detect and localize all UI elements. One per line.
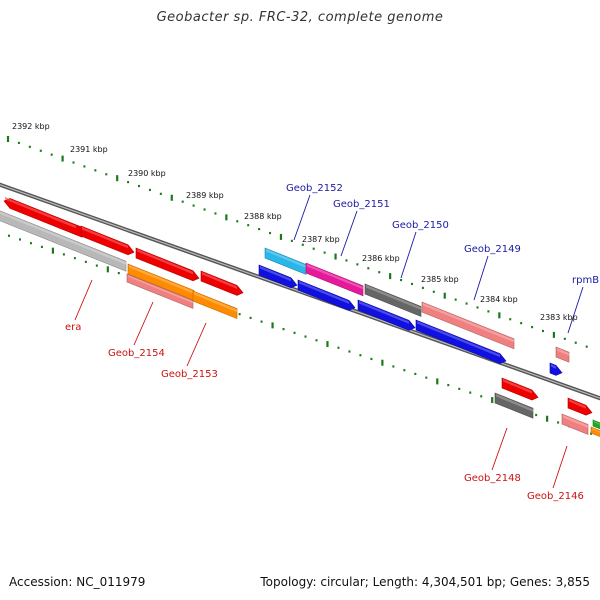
outer-tick-track — [6, 136, 588, 348]
gene-orange-1-shine — [129, 265, 194, 294]
gene-label: Geob_2154 — [108, 348, 165, 359]
gene-darkgrey-shine — [366, 285, 421, 310]
kbp-label: 2391 kbp — [70, 145, 108, 154]
leader-line — [340, 210, 358, 257]
kbp-label: 2385 kbp — [421, 275, 459, 284]
leader-line — [293, 194, 311, 241]
gene-blue-3-shine — [359, 301, 409, 324]
gene-blue-1-shine — [260, 266, 291, 282]
gene-label: Geob_2149 — [464, 244, 521, 255]
gene-red-5-shine — [503, 379, 532, 394]
genome-backbone — [0, 182, 600, 401]
kbp-label: 2392 kbp — [12, 122, 50, 131]
gene-green-shine — [594, 421, 600, 425]
kbp-scale-labels: 2392 kbp 2391 kbp 2390 kbp 2389 kbp 2388 kbp… — [12, 122, 578, 322]
gene-label: rpmB — [572, 275, 599, 286]
kbp-label: 2387 kbp — [302, 235, 340, 244]
leader-line — [133, 301, 154, 346]
gene-label: Geob_2151 — [333, 199, 390, 210]
topology-text: Topology: circular; Length: 4,304,501 bp… — [260, 575, 590, 589]
gene-features — [0, 197, 600, 437]
accession-text: Accession: NC_011979 — [9, 575, 146, 589]
leader-line — [567, 286, 584, 334]
gene-salmon-2-shine — [557, 348, 569, 356]
gene-label: Geob_2148 — [464, 473, 521, 484]
kbp-label: 2389 kbp — [186, 191, 224, 200]
gene-orange-2-shine — [194, 292, 237, 313]
leader-line — [74, 279, 93, 321]
gene-label: Geob_2153 — [161, 369, 218, 380]
gene-grey-shine — [0, 211, 126, 265]
gene-red-6-shine — [569, 399, 586, 409]
kbp-label: 2388 kbp — [244, 212, 282, 221]
gene-salmon-3-shine — [128, 275, 193, 304]
gene-red-3-shine — [137, 249, 193, 275]
gene-label: Geob_2146 — [527, 491, 584, 502]
gene-label: era — [65, 322, 81, 333]
leader-line — [473, 255, 489, 301]
gene-red-1-shine — [5, 197, 76, 229]
gene-magenta-shine — [307, 264, 363, 290]
gene-salmon-1-shine — [423, 303, 514, 343]
gene-salmon-4-shine — [563, 415, 588, 428]
leader-line — [400, 231, 417, 279]
leader-line — [186, 322, 207, 367]
kbp-label: 2386 kbp — [362, 254, 400, 263]
kbp-label: 2390 kbp — [128, 169, 166, 178]
gene-red-1 — [3, 198, 83, 238]
label-leaders — [74, 194, 584, 489]
leader-line — [552, 445, 568, 489]
gene-darkgrey-2-shine — [496, 394, 533, 412]
gene-red-4-shine — [202, 272, 237, 289]
map-title: Geobacter sp. FRC-32, complete genome — [156, 10, 444, 25]
gene-orange-3-shine — [592, 428, 600, 433]
gene-blue-2-shine — [299, 281, 349, 304]
gene-label: Geob_2152 — [286, 183, 343, 194]
kbp-label: 2383 kbp — [540, 313, 578, 322]
backbone-highlight — [0, 184, 600, 399]
gene-red-2-shine — [82, 227, 128, 249]
kbp-label: 2384 kbp — [480, 295, 518, 304]
gene-label: Geob_2150 — [392, 220, 449, 231]
leader-line — [491, 427, 508, 471]
gene-blue-4-shine — [417, 321, 500, 358]
gene-blue-5-shine — [551, 364, 556, 369]
gene-cyan-shine — [266, 249, 306, 268]
